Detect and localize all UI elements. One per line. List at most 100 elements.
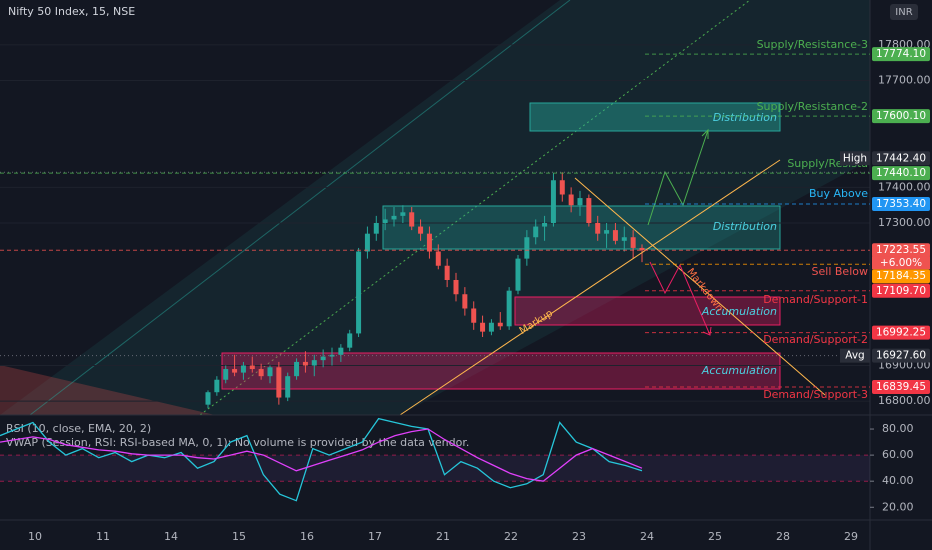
candle-body [612,230,618,241]
x-tick-label: 15 [232,530,246,543]
arrow [647,129,709,226]
y-tick-label: 16800.00 [878,394,931,407]
rsi-line [0,428,643,482]
price-label-box [872,380,930,395]
price-label: 17353.40 [876,198,926,210]
x-tick-label: 11 [96,530,110,543]
candle-body [205,392,211,405]
candle-body [639,247,645,251]
rsi-band [0,455,870,482]
candle-body [249,365,255,370]
price-label-box [872,348,930,363]
candle-body [435,251,441,266]
y-tick-label: 40.00 [882,474,914,487]
candle-body [497,322,503,327]
change-box [872,256,930,270]
level-label: Demand/Support-3 [763,388,868,401]
arrow-head [701,128,709,139]
price-label: 16927.60 [876,350,926,362]
x-tick-label: 17 [368,530,382,543]
distribution-zone [382,205,781,250]
accumulation-zone [514,296,781,326]
candle-body [391,215,397,220]
candle-body [621,237,627,241]
candle-body [515,258,521,291]
x-tick-label: 14 [164,530,178,543]
title: Nifty 50 Index, 15, NSE [8,5,135,18]
candle-body [418,226,424,234]
trend-line [399,159,781,416]
price-label-box [872,269,930,284]
level-label: Demand/Support-2 [763,333,868,346]
candle-body [382,219,388,223]
y-tick-label: 80.00 [882,422,914,435]
candle-body [400,212,406,216]
candle-body [347,333,353,348]
candle-body [542,222,548,227]
candle-body [524,237,530,259]
price-label-box [872,283,930,298]
x-tick-label: 29 [844,530,858,543]
candle-body [267,367,273,377]
candle-body [453,279,459,295]
candle-body [559,180,565,195]
price-label: 16839.45 [876,381,926,393]
candle-body [630,237,636,248]
candle-body [311,360,317,366]
x-tick-label: 10 [28,530,42,543]
price-label: 17440.10 [876,167,926,179]
price-label: 17774.10 [876,48,926,60]
indicator-legend: RSI (10, close, EMA, 20, 2) [6,422,151,435]
candle-body [223,369,229,380]
currency-badge[interactable] [890,4,918,20]
level-label: Buy Above [809,187,868,200]
level-label: Supply/Resistance-2 [757,100,868,113]
candle-body [577,198,583,206]
candle-body [462,294,468,309]
price-label-box [872,196,930,211]
price-label-box [872,325,930,340]
candle-body [604,230,610,234]
candle-body [338,347,344,355]
candle-body [364,233,370,252]
candle-body [258,369,264,377]
accumulation-zone [221,352,781,390]
y-tick-label: 20.00 [882,500,914,513]
indicator-legend: VWAP (Session, RSI: RSI-based MA, 0, 1):… [6,436,469,449]
distribution-zone [529,102,781,132]
price-label-box [872,109,930,124]
price-label: 17442.40 [876,152,926,164]
candle-body [488,322,494,332]
channel [0,0,870,415]
change-label: +6.00% [880,257,922,269]
price-label: 17223.55 [876,244,926,256]
arrow-head [702,326,712,336]
zone-label: Distribution [713,220,777,233]
zone-label: Accumulation [701,364,777,377]
tag-box [840,151,870,166]
tag-box [840,348,870,363]
candle-body [294,361,300,377]
price-label-box [872,243,930,258]
x-tick-label: 16 [300,530,314,543]
y-tick-label: 60.00 [882,448,914,461]
level-label: Demand/Support-1 [763,293,868,306]
candle-body [240,365,246,373]
level-label: Sell Below [812,265,868,278]
trend-line [574,177,826,396]
candle-body [533,226,539,238]
candle-body [409,212,415,227]
candle-body [480,322,486,332]
candle-body [356,251,362,334]
candle-body [568,194,574,206]
price-label-box [872,166,930,181]
candle-body [232,369,238,373]
y-tick-label: 17400.00 [878,180,931,193]
arrow [649,261,711,336]
candle-body [320,356,326,361]
zone-label: Distribution [713,111,777,124]
candle-body [444,265,450,280]
price-label: 17600.10 [876,110,926,122]
x-tick-label: 21 [436,530,450,543]
